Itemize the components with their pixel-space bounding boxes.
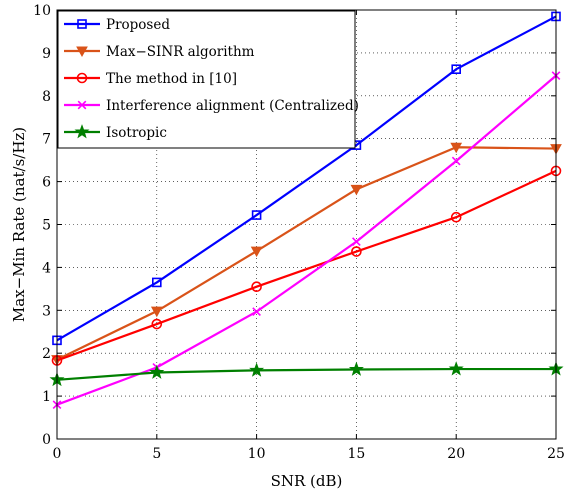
y-tick-label: 7 <box>42 132 51 148</box>
data-point <box>350 184 363 196</box>
data-point <box>451 64 462 75</box>
legend-label: Isotropic <box>106 125 167 141</box>
data-point <box>150 306 163 318</box>
legend-entry: Max−SINR algorithm <box>64 44 255 60</box>
data-point <box>149 364 165 379</box>
legend-marker <box>77 100 87 110</box>
legend-entry: Isotropic <box>64 124 167 141</box>
legend: Proposed Max−SINR algorithm The method in … <box>57 10 359 149</box>
series-line <box>56 367 556 381</box>
series-2 <box>51 165 562 366</box>
data-point <box>450 142 463 154</box>
y-tick-label: 2 <box>42 346 51 362</box>
y-tick-label: 10 <box>33 3 51 19</box>
y-tick-label: 3 <box>42 303 51 319</box>
legend-marker <box>77 19 87 29</box>
y-tick-label: 5 <box>42 218 51 234</box>
data-point <box>351 246 362 257</box>
legend-label: The method in [10] <box>106 71 237 87</box>
x-tick-label: 15 <box>347 446 365 462</box>
y-tick-label: 6 <box>42 175 51 191</box>
data-point <box>252 307 261 316</box>
legend-entry: Interference alignment (Centralized) <box>64 98 359 114</box>
axis-ticks: 0 5 10 15 20 25 0 1 2 3 4 5 6 7 8 9 10 <box>33 3 565 462</box>
series-layer <box>49 11 564 410</box>
series-line <box>56 15 557 342</box>
data-point <box>151 318 163 330</box>
data-point <box>250 246 263 258</box>
y-tick-label: 0 <box>42 432 51 448</box>
legend-box <box>57 10 356 149</box>
legend-entry: The method in [10] <box>64 71 237 87</box>
data-point <box>352 237 361 247</box>
series-1 <box>51 142 562 366</box>
x-tick-label: 0 <box>53 446 62 462</box>
y-tick-label: 8 <box>42 89 51 105</box>
y-axis-label: Max−Min Rate (nat/s/Hz) <box>10 127 28 322</box>
data-point <box>249 362 265 377</box>
data-point <box>152 277 162 288</box>
y-tick-label: 4 <box>42 260 51 276</box>
legend-marker <box>74 124 90 139</box>
x-tick-label: 10 <box>248 446 266 462</box>
x-tick-label: 20 <box>447 446 465 462</box>
data-point <box>251 281 262 293</box>
y-tick-label: 9 <box>42 46 51 62</box>
legend-label: Interference alignment (Centralized) <box>106 98 359 114</box>
data-point <box>448 361 464 376</box>
legend-marker <box>76 46 88 58</box>
data-point <box>450 211 462 223</box>
series-line <box>56 169 557 362</box>
data-point <box>251 210 262 220</box>
x-axis-label: SNR (dB) <box>271 472 343 490</box>
y-tick-label: 1 <box>42 389 51 405</box>
data-point <box>451 156 461 166</box>
legend-entry: Proposed <box>64 17 170 33</box>
legend-label: Proposed <box>106 17 170 33</box>
x-tick-label: 5 <box>152 446 161 462</box>
legend-label: Max−SINR algorithm <box>106 44 255 60</box>
series-4 <box>49 361 564 387</box>
x-tick-label: 25 <box>547 446 565 462</box>
legend-marker <box>76 72 88 84</box>
data-point <box>348 361 364 376</box>
